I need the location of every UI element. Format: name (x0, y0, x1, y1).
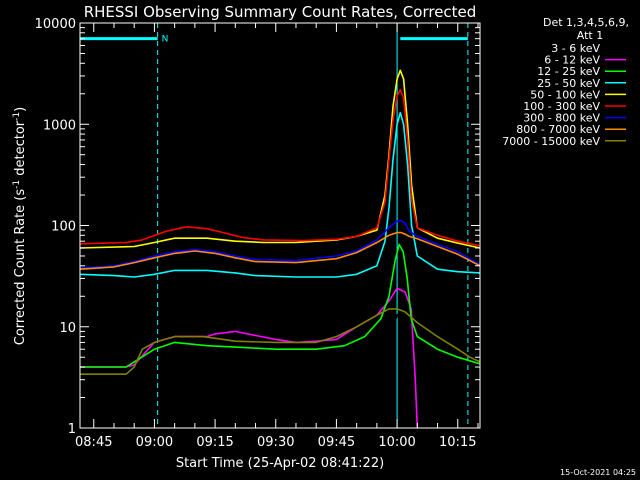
legend-label: 12 - 25 keV (537, 65, 600, 78)
axes: 1 10 100 1000 10000 08:45 09:00 09:15 09:30 09:45… (35, 17, 480, 450)
x-tick-label: 09:45 (318, 435, 355, 450)
legend-label: 50 - 100 keV (530, 88, 600, 101)
y-tick-label: 1 (68, 422, 76, 437)
y-axis-label-superscript: -1 (12, 180, 22, 189)
series-line-12-25-kev (80, 243, 481, 368)
y-axis-label-part: ) (13, 107, 28, 112)
plot-area: N (79, 23, 481, 429)
y-axis-label-part: detector (13, 120, 28, 180)
x-tick-label: 09:30 (257, 435, 294, 450)
night-marker-label: N (162, 35, 169, 45)
legend-label: 300 - 800 keV (523, 112, 600, 125)
legend-header-line-2: Att 1 (577, 29, 603, 42)
series-line-800-7000-kev (79, 231, 481, 270)
y-axis-label: Corrected Count Rate (s-1 detector-1) (12, 107, 28, 345)
y-tick-label: 1000 (43, 118, 76, 133)
legend-label: 25 - 50 keV (537, 77, 600, 90)
legend-label: 100 - 300 keV (523, 100, 600, 113)
x-axis-label: Start Time (25-Apr-02 08:41:22) (176, 456, 384, 471)
x-tick-label: 09:15 (196, 435, 233, 450)
legend-header-line-1: Det 1,3,4,5,6,9, (543, 16, 629, 29)
y-tick-label: 100 (51, 220, 76, 235)
footer-timestamp: 15-Oct-2021 04:25 (560, 468, 636, 477)
x-tick-label: 10:15 (439, 435, 476, 450)
y-tick-label: 10 (59, 321, 76, 336)
series-line-100-300-kev (79, 88, 481, 247)
chart-title: RHESSI Observing Summary Count Rates, Co… (84, 3, 477, 21)
x-tick-label: 08:45 (75, 435, 112, 450)
y-axis-label-superscript: -1 (12, 112, 22, 121)
legend-label: 6 - 12 keV (544, 54, 600, 67)
series-line-7000-15000-kev (80, 308, 481, 376)
legend-label: 7000 - 15000 keV (502, 135, 600, 148)
y-axis-label-part: Corrected Count Rate (s (13, 189, 28, 346)
series-line-300-800-kev (79, 219, 481, 269)
y-tick-label: 10000 (35, 17, 76, 32)
series-line-25-50-kev (79, 111, 481, 278)
legend-label: 3 - 6 keV (551, 42, 600, 55)
series-line-3-6-kev (153, 311, 423, 429)
x-tick-label: 09:00 (136, 435, 173, 450)
legend-label: 800 - 7000 keV (516, 123, 600, 136)
x-tick-label: 10:00 (378, 435, 415, 450)
